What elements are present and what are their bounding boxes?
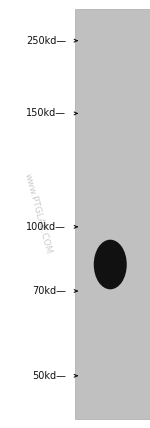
Text: 100kd—: 100kd— [26,222,66,232]
Text: 150kd—: 150kd— [26,108,66,119]
Text: 250kd—: 250kd— [26,36,66,46]
Text: www.PTGLAB.COM: www.PTGLAB.COM [22,172,53,256]
Text: 50kd—: 50kd— [32,371,66,381]
Ellipse shape [94,240,127,289]
Text: 70kd—: 70kd— [32,286,66,296]
Bar [75,9,150,419]
